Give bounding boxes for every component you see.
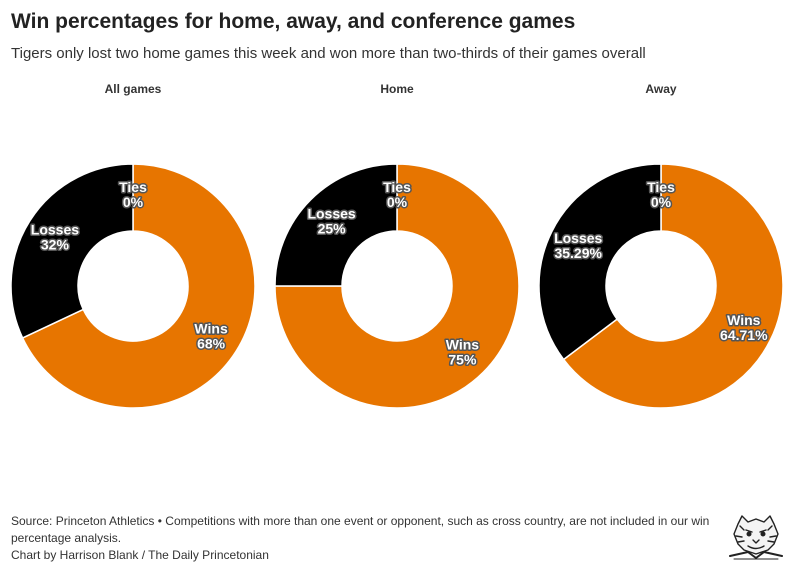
slice-label-losses: Losses 35.29%: [554, 230, 602, 261]
slice-label-wins: Wins 68%: [194, 321, 228, 352]
donut-slice-wins: [21, 163, 256, 409]
donut-slice-losses: [10, 163, 134, 339]
slice-label-ties: Ties 0%: [647, 179, 675, 210]
donut-slice-losses: [538, 163, 662, 361]
panel-title-home: Home: [380, 82, 414, 96]
slice-label-ties: Ties 0%: [119, 179, 147, 210]
chart-title: Win percentages for home, away, and conf…: [11, 10, 576, 33]
donut-chart-away: Wins 64.71% Losses 35.29% Ties 0%: [538, 163, 784, 409]
panel-title-away: Away: [645, 82, 677, 96]
slice-label-losses: Losses 32%: [31, 221, 79, 252]
panel-title-all-games: All games: [104, 82, 162, 96]
slice-label-ties: Ties 0%: [383, 179, 411, 210]
slice-label-losses: Losses 25%: [307, 206, 355, 237]
donut-charts-row: All games Wins 68% Losses 32% Ties 0% Home Wi…: [0, 80, 794, 420]
donut-chart-home: Wins 75% Losses 25% Ties 0%: [274, 163, 520, 409]
tiger-head-logo-icon: [729, 515, 783, 560]
donut-chart-all-games: Wins 68% Losses 32% Ties 0%: [10, 163, 256, 409]
chart-subtitle: Tigers only lost two home games this wee…: [11, 45, 646, 62]
donut-slice-losses: [274, 163, 398, 287]
source-note: Source: Princeton Athletics • Competitio…: [11, 514, 710, 545]
slice-label-wins: Wins 75%: [446, 336, 480, 367]
donut-panel-away: Away Wins 64.71% Losses 35.29% Ties 0%: [529, 80, 793, 420]
slice-label-wins: Wins 64.71%: [720, 312, 768, 343]
chart-credit: Chart by Harrison Blank / The Daily Prin…: [11, 548, 269, 562]
donut-slice-wins: [274, 163, 520, 409]
donut-slice-wins: [562, 163, 784, 409]
donut-panel-all-games: All games Wins 68% Losses 32% Ties 0%: [1, 80, 265, 420]
donut-panel-home: Home Wins 75% Losses 25% Ties 0%: [265, 80, 529, 420]
